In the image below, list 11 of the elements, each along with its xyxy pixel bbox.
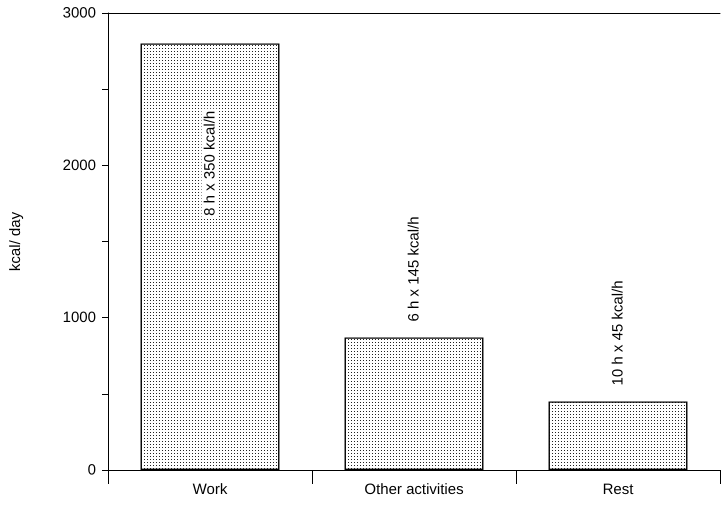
x-tick-label: Rest [602, 481, 634, 498]
x-tick-label: Other activities [364, 481, 464, 498]
annotation: 6 h x 145 kcal/h [406, 216, 422, 322]
y-tick-label: 1000 [62, 309, 96, 326]
y-tick-label: 2000 [62, 156, 96, 174]
x-tick-label: Work [192, 481, 228, 498]
y-tick-label: 0 [88, 462, 96, 478]
y-axis-title: kcal/ day [7, 211, 24, 272]
annotation: 10 h x 45 kcal/h [610, 280, 626, 386]
y-tick-label: 3000 [62, 4, 96, 22]
annotation: 8 h x 350 kcal/h [202, 110, 218, 216]
